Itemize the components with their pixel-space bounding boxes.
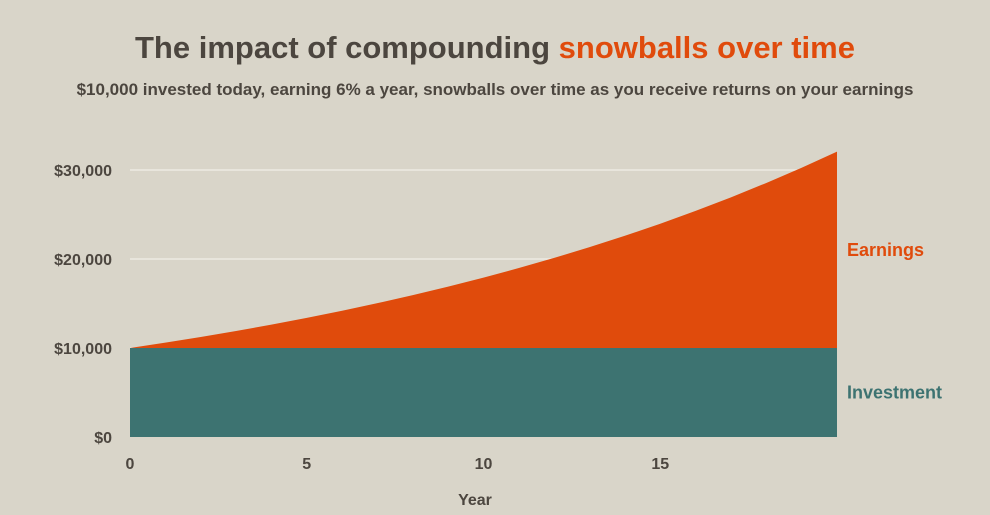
chart-title-accent: snowballs over time xyxy=(558,30,855,65)
x-tick-label: 0 xyxy=(126,456,135,473)
series-label-investment: Investment xyxy=(847,383,942,403)
series-label-layer: Investment Earnings xyxy=(847,240,942,403)
series-label-earnings: Earnings xyxy=(847,240,924,260)
x-tick-label: 15 xyxy=(651,456,669,473)
chart-title: The impact of compounding snowballs over… xyxy=(0,28,990,68)
y-tick-label: $10,000 xyxy=(54,341,112,358)
x-tick-label: 5 xyxy=(302,456,311,473)
x-tick-label: 10 xyxy=(475,456,493,473)
x-axis-label: Year xyxy=(458,492,492,509)
chart-title-main: The impact of compounding xyxy=(135,30,559,65)
y-tick-label: $20,000 xyxy=(54,252,112,269)
area-earnings xyxy=(130,151,837,348)
area-layer xyxy=(130,151,837,437)
area-investment xyxy=(130,348,837,437)
y-tick-label: $30,000 xyxy=(54,163,112,180)
axis-layer: $0 $10,000 $20,000 $30,000 0 5 10 15 Year xyxy=(54,163,669,509)
chart-subtitle: $10,000 invested today, earning 6% a yea… xyxy=(76,80,914,99)
y-tick-label: $0 xyxy=(94,430,112,447)
